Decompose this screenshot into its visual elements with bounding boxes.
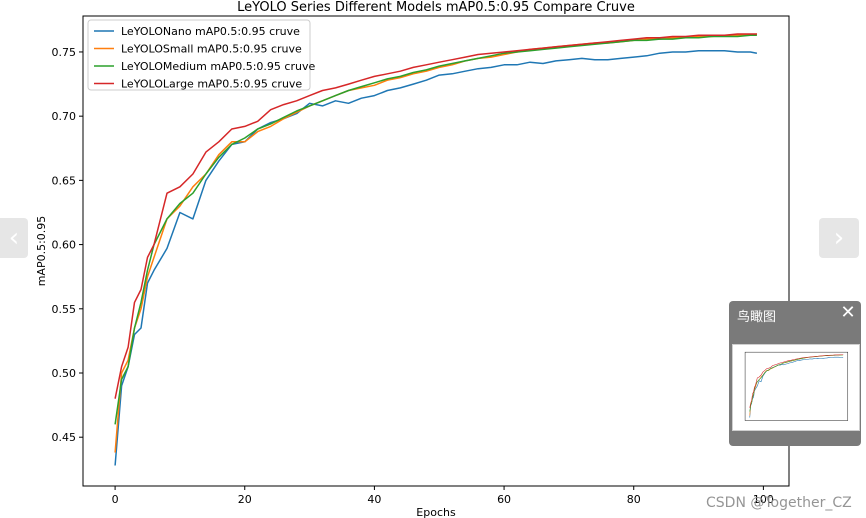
x-tick-label-1: 20 [238, 493, 252, 506]
overview-title: 鸟瞰图 [737, 310, 777, 325]
legend-box [87, 19, 311, 91]
thumb-series-line-3 [749, 354, 844, 408]
thumb-series-line-0 [749, 356, 844, 418]
y-tick-label-0: 0.45 [52, 431, 77, 444]
axes: 0 20 40 60 80 100 0.45 0.50 0.55 0.60 0.65 0.70 0.75 [52, 46, 774, 506]
legend-label-2: LeYOLOMedium mAP0.5:0.95 cruve [121, 60, 315, 73]
overview-thumbnail[interactable] [732, 344, 860, 431]
plot-area [114, 33, 758, 466]
x-axis-label: Epochs [416, 506, 456, 518]
plot-frame [82, 15, 790, 487]
x-tick-label-4: 80 [627, 493, 641, 506]
y-tick-label-2: 0.55 [52, 303, 77, 316]
previous-image-button[interactable]: ‹ [0, 218, 28, 258]
series-line-2 [114, 34, 757, 425]
chevron-right-icon: › [833, 223, 845, 253]
y-tick-label-4: 0.65 [52, 174, 77, 187]
overview-panel: 鸟瞰图 ✕ [729, 301, 861, 446]
x-tick-label-5: 100 [753, 493, 774, 506]
thumb-plot-frame [744, 351, 849, 421]
thumb-series-line-2 [749, 354, 844, 412]
series-line-3 [114, 33, 757, 399]
series-line-1 [114, 33, 758, 453]
x-tick-label-2: 40 [367, 493, 381, 506]
y-tick-label-1: 0.50 [52, 367, 77, 380]
thumbnail-chart [744, 351, 849, 421]
close-icon[interactable]: ✕ [840, 302, 856, 323]
x-tick-label-0: 0 [112, 493, 119, 506]
x-tick-label-3: 60 [497, 493, 511, 506]
watermark: CSDN @Together_CZ [706, 495, 852, 511]
chevron-left-icon: ‹ [8, 223, 20, 253]
y-axis-label: mAP0.5:0.95 [35, 216, 48, 287]
chart-title: LeYOLO Series Different Models mAP0.5:0.… [237, 0, 635, 15]
y-tick-label-6: 0.75 [52, 46, 77, 59]
legend-label-3: LeYOLOLarge mAP0.5:0.95 cruve [121, 78, 302, 91]
legend-label-0: LeYOLONano mAP0.5:0.95 cruve [121, 25, 300, 38]
series-line-0 [114, 49, 758, 466]
thumb-series-line-1 [749, 354, 844, 416]
y-tick-label-5: 0.70 [52, 110, 77, 123]
legend-label-1: LeYOLOSmall mAP0.5:0.95 cruve [121, 43, 302, 56]
legend: LeYOLONano mAP0.5:0.95 cruve LeYOLOSmall … [87, 19, 315, 91]
next-image-button[interactable]: › [819, 218, 859, 258]
y-tick-label-3: 0.60 [52, 239, 77, 252]
